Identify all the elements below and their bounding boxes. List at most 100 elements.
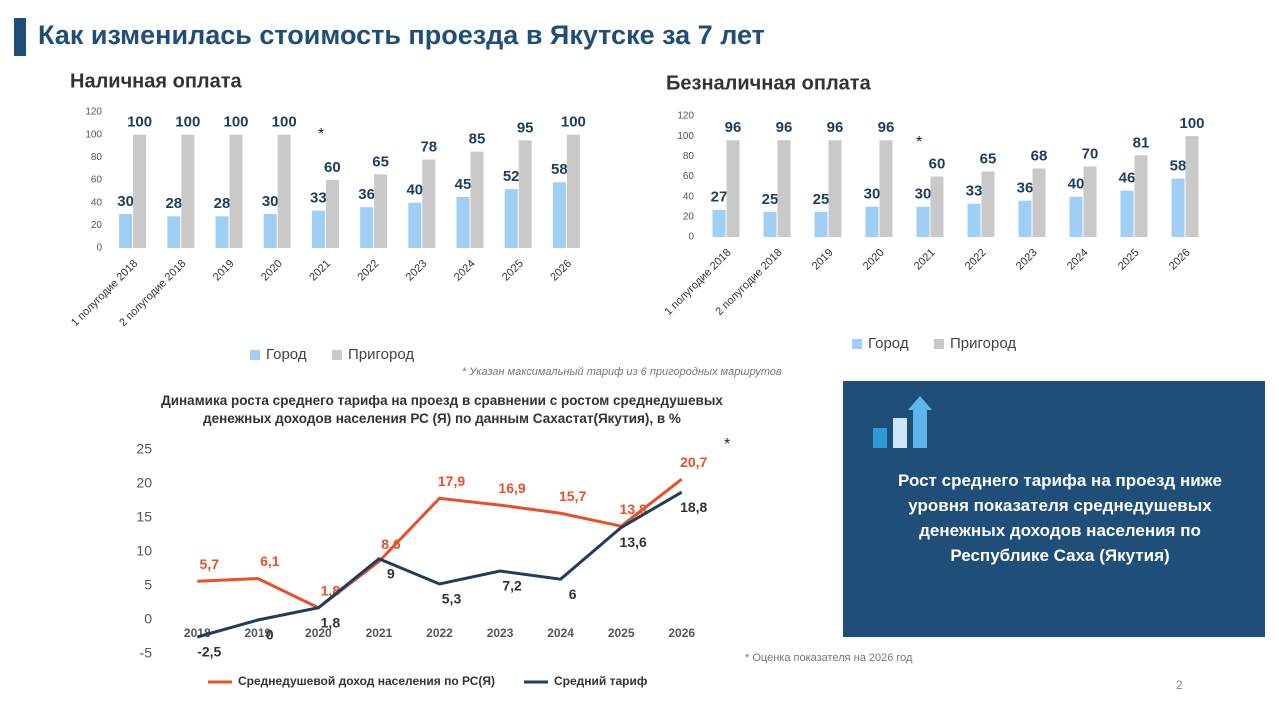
x-tick-label: 2026 [548,258,574,284]
value-label: 58 [1170,157,1187,174]
x-tick-label: 2020 [259,258,285,284]
value-label: 65 [980,150,997,167]
bar [229,134,243,248]
y-tick-label: 120 [677,111,694,122]
legend-label: Пригород [348,346,414,363]
line [196,490,683,639]
value-label: 7,2 [502,578,522,594]
value-label: 20,7 [680,454,707,470]
value-label: 96 [827,119,844,136]
page-number: 2 [1176,678,1183,692]
bar [930,176,944,237]
bar [566,134,580,248]
value-label: 60 [929,155,946,172]
x-tick-label: 2022 [963,247,989,273]
legend-swatch [852,339,862,349]
value-label: 5,7 [200,556,220,572]
legend-swatch [934,339,944,349]
y-tick-label: 40 [683,191,695,202]
bar [1083,166,1097,237]
chart-title: Наличная оплата [70,70,243,92]
note: * Указан максимальный тариф из 6 пригоро… [462,366,782,378]
x-tick-label: 2020 [861,247,887,273]
bar [712,209,726,237]
value-label: 0 [266,627,274,643]
value-label: 33 [310,190,327,207]
x-tick-label: 2024 [452,258,478,284]
bar [518,140,532,248]
y-tick-label: 60 [683,171,695,182]
y-tick-label: 20 [136,475,152,491]
x-tick-label: 2025 [1116,247,1142,273]
bar [916,206,930,237]
bar [1134,155,1148,237]
value-label: 25 [813,191,830,208]
chart-title: Безналичная оплата [666,72,872,94]
bar [133,134,147,248]
slide-title: Как изменилась стоимость проезда в Якутс… [38,20,765,50]
value-label: 13,8 [620,501,647,517]
x-tick-label: 2026 [668,626,695,640]
x-tick-label: 2019 [810,247,836,273]
value-label: 100 [272,114,297,131]
x-tick-label: 2020 [305,626,332,640]
line [197,478,683,610]
value-label: 30 [915,186,932,203]
bar [1120,190,1134,237]
value-label: 33 [966,183,983,200]
value-label: 40 [1068,176,1085,193]
bar [360,207,374,248]
value-label: 8,6 [381,536,401,552]
bar [814,211,828,237]
value-label: 16,9 [498,480,525,496]
value-label: 96 [776,119,793,136]
value-label: 100 [1179,115,1204,132]
y-tick-label: 60 [91,175,103,186]
value-label: 18,8 [680,499,707,515]
bar [1018,200,1032,237]
annotation: * [318,126,324,143]
annotation: * [724,436,730,453]
value-label: 28 [165,195,182,212]
value-label: 15,7 [559,488,586,504]
value-label: 58 [551,161,568,178]
value-label: 81 [1133,134,1150,151]
x-tick-label: 2022 [355,258,381,284]
x-tick-label: 2024 [547,626,574,640]
bar [408,202,422,248]
x-tick-label: 2021 [912,247,938,273]
value-label: 6,1 [260,553,280,569]
x-tick-label: 2025 [608,626,635,640]
bar [215,216,229,248]
x-tick-label: 2023 [487,626,514,640]
x-tick-label: 2025 [500,258,526,284]
y-tick-label: 25 [136,441,152,457]
bar [311,210,325,248]
bar [967,203,981,237]
legend-label: Город [868,335,909,352]
value-label: -2,5 [197,644,221,660]
y-tick-label: 10 [136,543,152,559]
value-label: 6 [569,586,577,602]
bar [981,171,995,237]
x-tick-label: 2021 [366,626,393,640]
bar [263,214,277,248]
value-label: 17,9 [438,473,465,489]
chart-title: Динамика роста среднего тарифа на проезд… [161,393,723,426]
value-label: 13,6 [620,534,647,550]
legend-swatch [332,350,342,360]
bar [167,216,181,248]
legend-label: Средний тариф [554,674,648,688]
x-tick-label: 2023 [404,258,430,284]
value-label: 40 [406,182,423,199]
bar [879,140,893,237]
value-label: 1,8 [321,614,341,630]
bar [1171,178,1185,237]
note: * Оценка показателя на 2026 год [745,652,913,664]
x-tick-label: 2026 [1167,247,1193,273]
value-label: 100 [561,114,586,131]
bar [374,174,388,248]
y-tick-label: 120 [85,107,102,118]
value-label: 27 [711,189,728,206]
value-label: 96 [878,119,895,136]
